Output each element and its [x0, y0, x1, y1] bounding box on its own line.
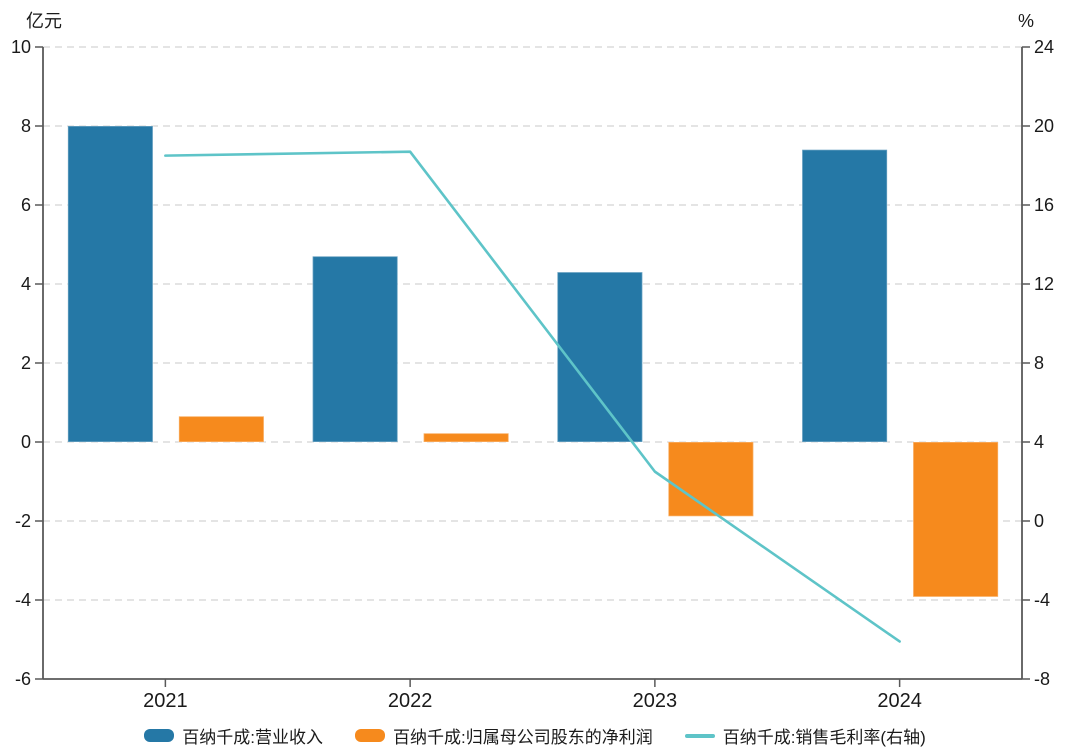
right-axis-tick-label-16: 16 — [1034, 195, 1054, 215]
right-axis-unit-label: % — [1018, 11, 1034, 31]
legend-swatch-net-profit — [354, 729, 385, 742]
bar-net-profit-2024 — [912, 441, 999, 598]
right-axis-tick-label-20: 20 — [1034, 116, 1054, 136]
x-axis-tick-label-2021: 2021 — [143, 690, 188, 712]
left-axis-tick-label-6: 6 — [21, 195, 31, 215]
left-axis-tick-label-10: 10 — [11, 37, 31, 57]
bar-net-profit-2021 — [178, 415, 265, 443]
bar-revenue-2023 — [556, 271, 644, 443]
legend-label-revenue: 百纳千成:营业收入 — [182, 728, 323, 747]
left-axis-tick-label--6: -6 — [15, 669, 31, 689]
legend-label-gross-margin: 百纳千成:销售毛利率(右轴) — [722, 728, 926, 747]
bar-revenue-2024 — [801, 148, 888, 443]
x-axis-tick-label-2023: 2023 — [633, 690, 678, 712]
bar-revenue-2021 — [67, 125, 154, 443]
bars-layer — [67, 125, 999, 598]
right-axis-tick-label-12: 12 — [1034, 274, 1054, 294]
bar-net-profit-2022 — [422, 432, 510, 443]
chart-legend: 百纳千成:营业收入 百纳千成:归属母公司股东的净利润 百纳千成:销售毛利率(右轴) — [0, 723, 1070, 748]
left-axis-tick-label-4: 4 — [21, 274, 31, 294]
legend-swatch-gross-margin — [684, 733, 715, 738]
right-axis-tick-label--4: -4 — [1034, 590, 1050, 610]
bar-revenue-2022 — [311, 255, 399, 443]
left-axis-tick-label-0: 0 — [21, 432, 31, 452]
legend-swatch-revenue — [144, 729, 175, 742]
left-axis-tick-label-8: 8 — [21, 116, 31, 136]
x-axis-tick-label-2022: 2022 — [388, 690, 433, 712]
right-axis-tick-label--8: -8 — [1034, 669, 1050, 689]
left-axis-tick-label-2: 2 — [21, 353, 31, 373]
right-axis-tick-label-8: 8 — [1034, 353, 1044, 373]
x-axis-tick-label-2024: 2024 — [877, 690, 922, 712]
right-axis-tick-label-0: 0 — [1034, 511, 1044, 531]
left-axis-tick-label--2: -2 — [15, 511, 31, 531]
legend-item-revenue: 百纳千成:营业收入 — [144, 723, 323, 748]
left-axis-unit-label: 亿元 — [26, 11, 62, 31]
legend-item-net-profit: 百纳千成:归属母公司股东的净利润 — [354, 723, 653, 748]
legend-label-net-profit: 百纳千成:归属母公司股东的净利润 — [392, 728, 653, 747]
line-gross-margin — [164, 150, 901, 643]
bar-net-profit-2023 — [667, 441, 755, 518]
right-axis-tick-label-4: 4 — [1034, 432, 1044, 452]
axes-layer — [35, 46, 1030, 687]
line-layer — [164, 150, 901, 643]
right-axis-tick-label-24: 24 — [1034, 37, 1054, 57]
left-axis-tick-label--4: -4 — [15, 590, 31, 610]
legend-item-gross-margin: 百纳千成:销售毛利率(右轴) — [684, 723, 926, 748]
